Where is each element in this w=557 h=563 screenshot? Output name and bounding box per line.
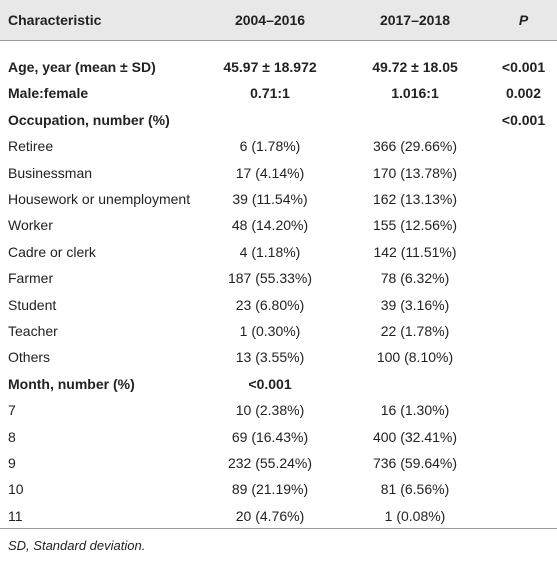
column-header: P (518, 12, 529, 28)
table-cell: 78 (6.32%) (380, 270, 450, 287)
bottom-rule (0, 528, 557, 529)
table-cell: <0.001 (501, 111, 546, 128)
table-cell: 100 (8.10%) (376, 349, 454, 366)
table-cell: 736 (59.64%) (372, 455, 458, 471)
table-cell: 39 (3.16%) (380, 296, 450, 313)
table-cell: 1 (0.30%) (239, 323, 301, 339)
row-label: Male:female (8, 85, 89, 102)
table-cell: 232 (55.24%) (227, 455, 313, 471)
row-label: Student (8, 296, 57, 313)
column-header: 2017–2018 (379, 12, 451, 28)
table-cell: 187 (55.33%) (227, 270, 313, 287)
header-rule (0, 40, 557, 41)
table-cell: 6 (1.78%) (239, 138, 301, 155)
table-cell: 49.72 ± 18.05 (372, 59, 458, 75)
table-cell: 23 (6.80%) (235, 296, 305, 313)
row-label: Month, number (%) (8, 375, 135, 392)
row-label: Housework or unemployment (8, 191, 191, 207)
table-cell: 0.002 (505, 85, 542, 102)
table-cell: 45.97 ± 18.972 (223, 59, 317, 75)
row-label: Businessman (8, 164, 93, 181)
row-label: Cadre or clerk (8, 243, 96, 260)
table-cell: 400 (32.41%) (372, 428, 458, 445)
column-header: 2004–2016 (234, 12, 306, 28)
table-cell: 22 (1.78%) (380, 323, 450, 339)
table-cell: 0.71:1 (250, 85, 290, 102)
header-background (0, 0, 557, 40)
row-label: Occupation, number (%) (8, 111, 170, 128)
row-label: Retiree (8, 138, 54, 155)
row-label: Age, year (mean ± SD) (8, 59, 156, 75)
table-cell: 48 (14.20%) (231, 217, 309, 234)
table-cell: 155 (12.56%) (372, 217, 458, 234)
footnote: SD, Standard deviation. (8, 538, 146, 553)
row-label: Others (8, 349, 51, 366)
table-cell: 20 (4.76%) (235, 507, 305, 524)
row-label: Teacher (8, 323, 58, 339)
row-label: 8 (8, 428, 16, 445)
table-cell: 1.016:1 (391, 85, 439, 102)
table-cell: 81 (6.56%) (380, 481, 450, 498)
table-cell: 1 (0.08%) (384, 507, 446, 524)
row-label: 11 (8, 507, 23, 524)
table-cell: 17 (4.14%) (235, 164, 305, 181)
row-label: 9 (8, 455, 16, 471)
row-label: 10 (8, 481, 24, 498)
table-cell: <0.001 (501, 59, 546, 75)
table-cell: 69 (16.43%) (231, 428, 309, 445)
table-cell: 4 (1.18%) (239, 243, 301, 260)
table-cell: 39 (11.54%) (232, 191, 308, 207)
row-label: Farmer (8, 270, 54, 287)
table-cell: 170 (13.78%) (372, 164, 458, 181)
table-cell: 10 (2.38%) (235, 402, 305, 419)
table-cell: 366 (29.66%) (372, 138, 458, 155)
table-cell: 162 (13.13%) (372, 191, 458, 207)
row-label: 7 (8, 402, 16, 419)
table-cell: 89 (21.19%) (231, 481, 309, 498)
column-header: Characteristic (8, 12, 102, 28)
table-cell: 13 (3.55%) (235, 349, 305, 366)
table-cell: 142 (11.51%) (373, 243, 457, 260)
row-label: Worker (8, 217, 53, 234)
table-cell: 16 (1.30%) (380, 402, 450, 419)
table-cell: <0.001 (248, 375, 292, 392)
